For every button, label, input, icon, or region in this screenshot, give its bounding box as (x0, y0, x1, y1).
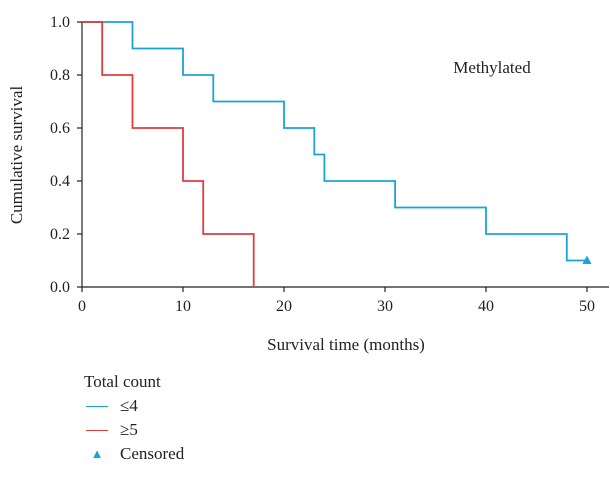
axes: 0.0 0.2 0.4 0.6 0.8 1.0 0 10 20 30 40 50 (50, 14, 609, 315)
x-tick-label: 40 (478, 298, 494, 315)
series-layer (82, 21, 592, 287)
x-tick-label: 20 (276, 298, 292, 315)
legend-swatch-series-2 (86, 429, 108, 431)
legend-item-series-2: ≥5 (84, 418, 184, 442)
x-axis-title: Survival time (months) (267, 335, 425, 354)
legend-label-series-2: ≥5 (120, 420, 138, 439)
x-tick-label: 30 (377, 298, 393, 315)
x-tick-label: 10 (175, 298, 191, 315)
y-axis-title: Cumulative survival (7, 86, 26, 225)
x-tick-label: 0 (78, 298, 86, 315)
y-tick-label: 0.6 (50, 120, 70, 137)
y-tick-label: 0.0 (50, 279, 70, 296)
legend-swatch-series-1 (86, 405, 108, 407)
legend-label-censored: Censored (120, 444, 185, 463)
chart-annotation: Methylated (453, 58, 531, 77)
censored-triangle-icon: ▲ (90, 446, 104, 461)
x-tick-label: 50 (579, 298, 595, 315)
legend-item-series-1: ≤4 (84, 394, 184, 418)
censored-marker (582, 255, 592, 264)
y-tick-label: 1.0 (50, 14, 70, 31)
series-line-1 (82, 21, 587, 262)
series-line-2 (82, 21, 255, 287)
legend-label-series-1: ≤4 (120, 396, 138, 415)
legend-title: Total count (84, 372, 161, 391)
y-tick-label: 0.8 (50, 67, 70, 84)
legend: Total count ≤4 ≥5 ▲ Censored (84, 370, 184, 466)
legend-item-censored: ▲ Censored (84, 442, 185, 466)
y-tick-label: 0.2 (50, 226, 70, 243)
y-tick-label: 0.4 (50, 173, 70, 190)
